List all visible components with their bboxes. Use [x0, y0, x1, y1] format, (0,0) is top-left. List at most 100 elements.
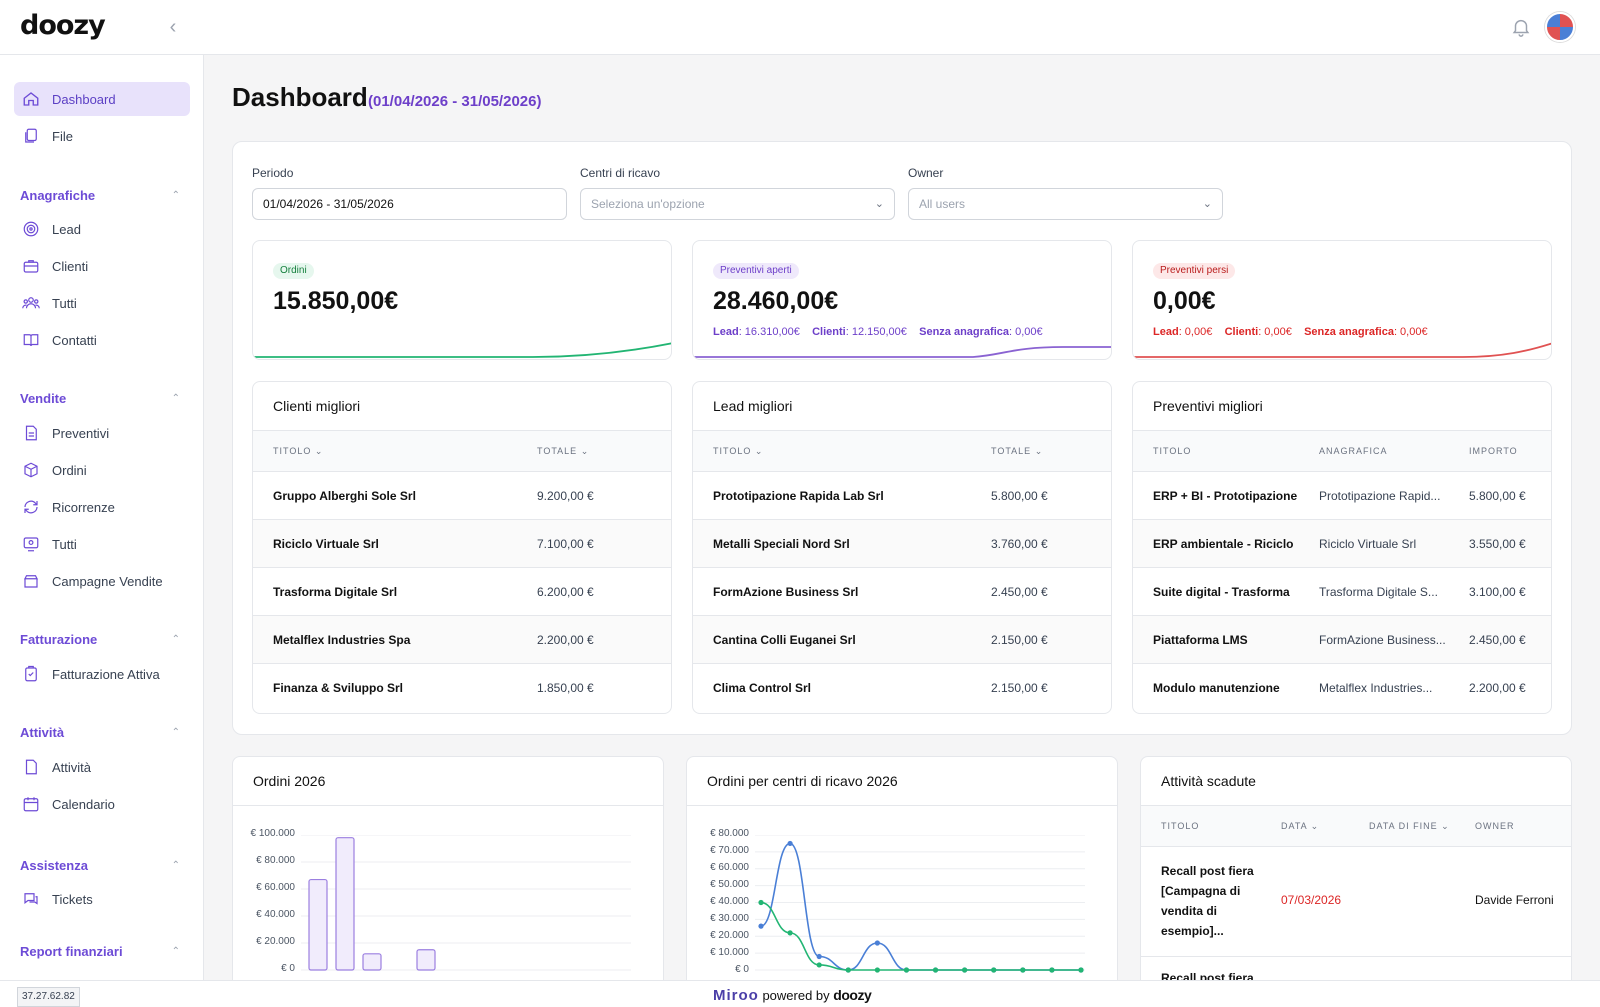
row-value: 3.550,00 € [1469, 537, 1526, 551]
section-assistenza[interactable]: Assistenza ⌃ [20, 855, 180, 875]
clienti-label: Clienti [1224, 326, 1259, 338]
table-row[interactable]: Metalli Speciali Nord Srl 3.760,00 € [693, 520, 1111, 568]
sidebar-item-tutti-anagrafiche[interactable]: Tutti [14, 286, 190, 320]
table-row[interactable]: ERP + BI - Prototipazione Prototipazione … [1133, 472, 1551, 520]
col-titolo[interactable]: TITOLO ⌄ [273, 446, 324, 456]
section-fatturazione[interactable]: Fatturazione ⌃ [20, 629, 180, 649]
col-label: TITOLO [713, 446, 752, 456]
row-value: 3.760,00 € [991, 537, 1048, 551]
data-point [758, 899, 764, 906]
row-anagrafica: Prototipazione Rapid... [1319, 489, 1441, 503]
data-point [787, 930, 793, 936]
sidebar-item-attivita[interactable]: Attività [14, 750, 190, 784]
lead-value: : 0,00€ [1178, 326, 1213, 338]
sidebar-item-contatti[interactable]: Contatti [14, 323, 190, 357]
section-vendite[interactable]: Vendite ⌃ [20, 388, 180, 408]
kpi-preventivi-persi: Preventivi persi 0,00€ Lead: 0,00€ Clien… [1132, 240, 1552, 360]
title-line: vendita di [1161, 904, 1218, 918]
sidebar-item-campagne-vendite[interactable]: Campagne Vendite [14, 564, 190, 598]
sidebar-item-label: Calendario [52, 796, 115, 812]
table-row[interactable]: Metalflex Industries Spa 2.200,00 € [253, 616, 671, 664]
centri-line-chart [755, 835, 1085, 973]
owner-select[interactable]: All users ⌄ [908, 188, 1223, 220]
col-data-fine[interactable]: DATA DI FINE ⌄ [1369, 821, 1450, 831]
user-avatar[interactable] [1545, 12, 1575, 42]
sidebar-item-lead[interactable]: Lead [14, 212, 190, 246]
col-importo[interactable]: IMPORTO [1469, 446, 1518, 456]
table-row[interactable]: Prototipazione Rapida Lab Srl 5.800,00 € [693, 472, 1111, 520]
table-row[interactable]: Modulo manutenzione Metalflex Industries.… [1133, 664, 1551, 712]
table-row[interactable]: Piattaforma LMS FormAzione Business... 2.4… [1133, 616, 1551, 664]
sidebar-item-label: Lead [52, 221, 81, 237]
row-title: Cantina Colli Euganei Srl [713, 633, 856, 647]
table-row[interactable]: Riciclo Virtuale Srl 7.100,00 € [253, 520, 671, 568]
col-data[interactable]: DATA ⌄ [1281, 821, 1320, 831]
table-row[interactable]: Gruppo Alberghi Sole Srl 9.200,00 € [253, 472, 671, 520]
sidebar-item-ordini[interactable]: Ordini [14, 453, 190, 487]
col-anagrafica[interactable]: ANAGRAFICA [1319, 446, 1388, 456]
data-point [758, 923, 764, 929]
section-title: Anagrafiche [20, 187, 96, 203]
series-line [760, 901, 1081, 971]
footer-credit: Miroo powered by doozy [713, 987, 872, 1004]
table-row[interactable]: Cantina Colli Euganei Srl 2.150,00 € [693, 616, 1111, 664]
kpi-breakdown: Lead: 16.310,00€ Clienti: 12.150,00€ Sen… [713, 326, 1043, 338]
section-attivita[interactable]: Attività ⌃ [20, 722, 180, 742]
table-row[interactable]: Finanza & Sviluppo Srl 1.850,00 € [253, 664, 671, 712]
powered-by-text: powered by [762, 988, 830, 1003]
kpi-value: 0,00€ [1153, 287, 1216, 315]
owner-label: Owner [908, 166, 944, 180]
table-row[interactable]: ERP ambientale - Riciclo Riciclo Virtuale… [1133, 520, 1551, 568]
doozy-logo[interactable]: doozy [20, 10, 106, 41]
col-label: TOTALE [537, 446, 578, 456]
col-label: DATA [1281, 821, 1308, 831]
table-row[interactable]: Clima Control Srl 2.150,00 € [693, 664, 1111, 712]
col-titolo[interactable]: TITOLO ⌄ [713, 446, 764, 456]
kpi-ordini: Ordini 15.850,00€ [252, 240, 672, 360]
centri-select[interactable]: Seleziona un'opzione ⌄ [580, 188, 895, 220]
refresh-icon [24, 500, 38, 514]
monitor-icon [23, 537, 39, 552]
sidebar-item-file[interactable]: File [14, 119, 190, 153]
table-row[interactable]: Trasforma Digitale Srl 6.200,00 € [253, 568, 671, 616]
calendar-icon [23, 797, 39, 812]
col-totale[interactable]: TOTALE ⌄ [991, 446, 1044, 456]
aperti-sparkline [693, 346, 1111, 358]
owner-value: All users [919, 197, 966, 211]
section-report-finanziari[interactable]: Report finanziari ⌃ [20, 941, 180, 961]
lead-migliori-card: Lead migliori TITOLO ⌄ TOTALE ⌄ Prototip… [692, 381, 1112, 714]
row-title: Trasforma Digitale Srl [273, 585, 398, 599]
sidebar-item-dashboard[interactable]: Dashboard [14, 82, 190, 116]
bar [362, 953, 382, 971]
miroo-logo: Miroo [713, 987, 759, 1004]
col-owner[interactable]: OWNER [1475, 821, 1515, 831]
col-titolo[interactable]: TITOLO [1153, 446, 1192, 456]
sidebar-item-clienti[interactable]: Clienti [14, 249, 190, 283]
y-tick-label: € 30.000 [710, 913, 749, 924]
collapse-sidebar-icon[interactable]: ‹ [169, 16, 177, 38]
sidebar-item-tutti-vendite[interactable]: Tutti [14, 527, 190, 561]
section-anagrafiche[interactable]: Anagrafiche ⌃ [20, 185, 180, 205]
sidebar-item-ricorrenze[interactable]: Ricorrenze [14, 490, 190, 524]
sidebar-item-tickets[interactable]: Tickets [14, 882, 190, 916]
col-totale[interactable]: TOTALE ⌄ [537, 446, 590, 456]
table-row[interactable]: Recall post fiera [Campagna di vendita d… [1141, 847, 1571, 957]
y-tick-label: € 50.000 [710, 879, 749, 890]
bell-icon[interactable] [1510, 16, 1532, 38]
sidebar-item-calendario[interactable]: Calendario [14, 787, 190, 821]
briefcase-icon [23, 260, 39, 273]
row-value: 2.450,00 € [991, 585, 1048, 599]
col-titolo[interactable]: TITOLO [1161, 821, 1200, 831]
chevron-up-icon: ⌃ [171, 633, 180, 645]
kpi-value: 15.850,00€ [273, 287, 399, 315]
row-title: Modulo manutenzione [1153, 681, 1280, 695]
document-icon [25, 425, 37, 441]
y-tick-label: € 100.000 [250, 828, 296, 839]
kpi-value: 28.460,00€ [713, 287, 839, 315]
table-row[interactable]: FormAzione Business Srl 2.450,00 € [693, 568, 1111, 616]
chevron-up-icon: ⌃ [171, 392, 180, 404]
sidebar-item-fatturazione-attiva[interactable]: Fatturazione Attiva [14, 657, 190, 691]
sidebar-item-preventivi[interactable]: Preventivi [14, 416, 190, 450]
periodo-input[interactable]: 01/04/2026 - 31/05/2026 [252, 188, 567, 220]
table-row[interactable]: Suite digital - Trasforma Trasforma Digit… [1133, 568, 1551, 616]
